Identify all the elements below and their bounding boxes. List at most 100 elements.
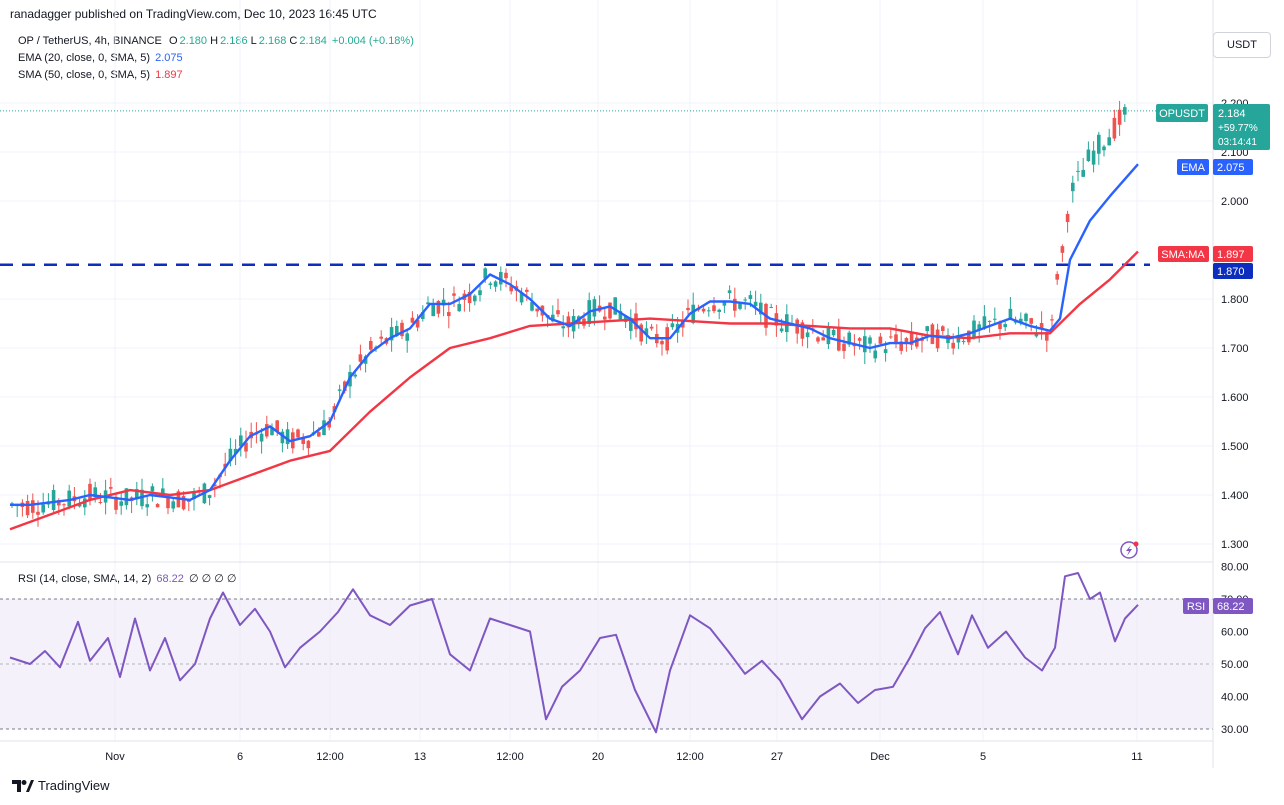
- tradingview-logo[interactable]: TradingView: [12, 778, 110, 793]
- candle-body: [181, 496, 186, 510]
- rsi-tick-label: 60.00: [1221, 627, 1249, 639]
- time-tick-label: 13: [414, 751, 426, 763]
- candle-body: [795, 319, 799, 334]
- candle-body: [1003, 324, 1007, 328]
- price-tick-label: 1.600: [1221, 392, 1249, 404]
- candle-body: [478, 290, 482, 296]
- last-price-value: 2.184: [1218, 108, 1246, 120]
- candle-body: [873, 350, 877, 359]
- candle-body: [889, 336, 893, 338]
- candle-body: [457, 304, 461, 312]
- candle-body: [259, 433, 264, 442]
- candle-body: [441, 299, 446, 306]
- symbol-tag: OPUSDT: [1159, 108, 1205, 120]
- candle-body: [738, 303, 742, 309]
- candle-body: [280, 431, 285, 444]
- open-value: 2.180: [179, 35, 208, 47]
- candle-body: [57, 500, 61, 506]
- candle-body: [686, 307, 690, 311]
- candle-body: [551, 314, 555, 322]
- candle-body: [987, 320, 992, 322]
- candle-body: [701, 308, 706, 312]
- tradingview-brand: TradingView: [38, 778, 110, 793]
- symbol-title[interactable]: OP / TetherUS, 4h, BINANCE: [18, 35, 162, 47]
- candle-body: [150, 486, 155, 492]
- sma-tag: SMA:MA: [1161, 249, 1205, 261]
- candle-body: [1102, 146, 1106, 151]
- candle-body: [410, 317, 415, 323]
- candle-body: [36, 511, 40, 515]
- rsi-tick-label: 30.00: [1221, 724, 1249, 736]
- candle-body: [1081, 169, 1085, 177]
- candle-body: [717, 309, 721, 312]
- time-tick-label: 20: [592, 751, 604, 763]
- candle-body: [1034, 333, 1039, 337]
- tradingview-logo-icon: [12, 779, 34, 792]
- candle-body: [842, 343, 846, 352]
- time-tick-label: 12:00: [676, 751, 704, 763]
- candle-body: [25, 500, 30, 516]
- ema-price-label: EMA 2.075: [1177, 159, 1253, 175]
- ema-tag: EMA: [1181, 162, 1206, 174]
- candle-body: [909, 332, 914, 345]
- sma-price-label: SMA:MA 1.897: [1158, 246, 1253, 262]
- price-tick-label: 1.800: [1221, 294, 1249, 306]
- candle-body: [634, 313, 638, 330]
- candle-body: [535, 308, 539, 312]
- sma-line: [9, 250, 1139, 531]
- rsi-tag: RSI: [1187, 601, 1205, 613]
- bar-countdown: 03:14:41: [1218, 137, 1257, 148]
- candle-body: [285, 429, 290, 445]
- candle-body: [31, 500, 35, 513]
- candle-body: [436, 300, 441, 314]
- candle-body: [935, 329, 940, 349]
- candle-body: [155, 504, 160, 508]
- candle-body: [618, 311, 623, 320]
- candle-body: [1071, 182, 1075, 192]
- rsi-legend-extra: ∅ ∅ ∅ ∅: [188, 573, 237, 585]
- candle-body: [951, 342, 955, 349]
- candle-body: [608, 302, 612, 319]
- candle-body: [982, 316, 987, 329]
- candle-body: [405, 333, 409, 341]
- candle-body: [759, 302, 763, 315]
- close-value: 2.184: [299, 35, 327, 47]
- last-price-pct: +59.77%: [1218, 123, 1258, 134]
- candle-body: [473, 295, 477, 302]
- candle-body: [187, 500, 191, 502]
- candle-body: [207, 495, 212, 498]
- level-tag-value: 1.870: [1217, 266, 1245, 278]
- candle-body: [88, 483, 92, 500]
- candle-body: [62, 504, 66, 506]
- time-tick-label: 12:00: [316, 751, 344, 763]
- candle-body: [301, 438, 305, 444]
- candle-body: [1008, 308, 1013, 319]
- candle-body: [296, 429, 300, 438]
- candle-body: [483, 268, 487, 279]
- candle-body: [748, 295, 753, 299]
- candle-body: [857, 338, 862, 341]
- alert-icon[interactable]: [1120, 541, 1139, 559]
- candle-body: [1107, 137, 1111, 146]
- candle-body: [400, 322, 404, 337]
- candle-body: [967, 330, 971, 343]
- time-tick-label: Dec: [870, 751, 890, 763]
- candle-body: [265, 424, 269, 437]
- candle-body: [171, 501, 175, 509]
- candle-body: [51, 490, 56, 510]
- candle-body: [431, 304, 435, 317]
- candle-body: [743, 299, 747, 301]
- candle-body: [1097, 134, 1101, 154]
- candle-body: [369, 341, 373, 350]
- sma-legend[interactable]: SMA (50, close, 0, SMA, 5) 1.897: [18, 69, 183, 81]
- price-tick-label: 1.700: [1221, 343, 1249, 355]
- candle-body: [114, 496, 118, 510]
- ema-legend[interactable]: EMA (20, close, 0, SMA, 5) 2.075: [18, 52, 183, 64]
- candle-body: [389, 327, 394, 341]
- candle-body: [603, 316, 607, 320]
- rsi-tick-label: 50.00: [1221, 659, 1249, 671]
- rsi-legend[interactable]: RSI (14, close, SMA, 14, 2) 68.22 ∅ ∅ ∅ …: [18, 572, 236, 585]
- candle-body: [556, 310, 560, 315]
